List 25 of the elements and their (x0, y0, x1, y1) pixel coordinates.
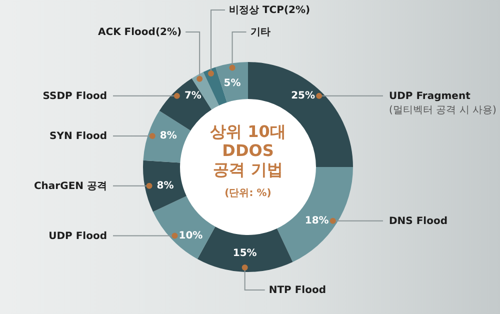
slice-label: 비정상 TCP(2%) (229, 4, 310, 16)
slice-label: ACK Flood(2%) (98, 26, 182, 38)
text: (단위: %) (224, 188, 272, 199)
slice-label: SSDP Flood (42, 90, 107, 102)
slice-label: SYN Flood (50, 130, 107, 142)
data-label: 18% (304, 215, 329, 226)
data-label: 8% (160, 130, 177, 142)
data-label: 10% (178, 230, 203, 242)
data-label: 25% (291, 90, 316, 102)
donut-slice (143, 110, 191, 163)
data-label: 8% (156, 180, 174, 192)
data-label: 15% (232, 248, 257, 259)
slice-label: CharGEN 공격 (34, 180, 107, 192)
slice-label: UDP Flood (48, 230, 107, 242)
slice-label: 기타 (250, 26, 270, 38)
data-label: 5% (224, 78, 241, 90)
slice-label: DNS Flood (389, 215, 448, 226)
slice-label: UDP Fragment (멀티벡터 공격 시 사용) (389, 90, 496, 116)
donut-slice (216, 62, 248, 102)
donut-slice (143, 160, 186, 212)
data-label: 7% (184, 90, 202, 102)
slice-label: NTP Flood (268, 284, 326, 296)
text: 상위 10대 DDOS 공격 기법 (210, 122, 286, 179)
donut-slice (152, 196, 216, 260)
donut-slice (159, 78, 212, 131)
